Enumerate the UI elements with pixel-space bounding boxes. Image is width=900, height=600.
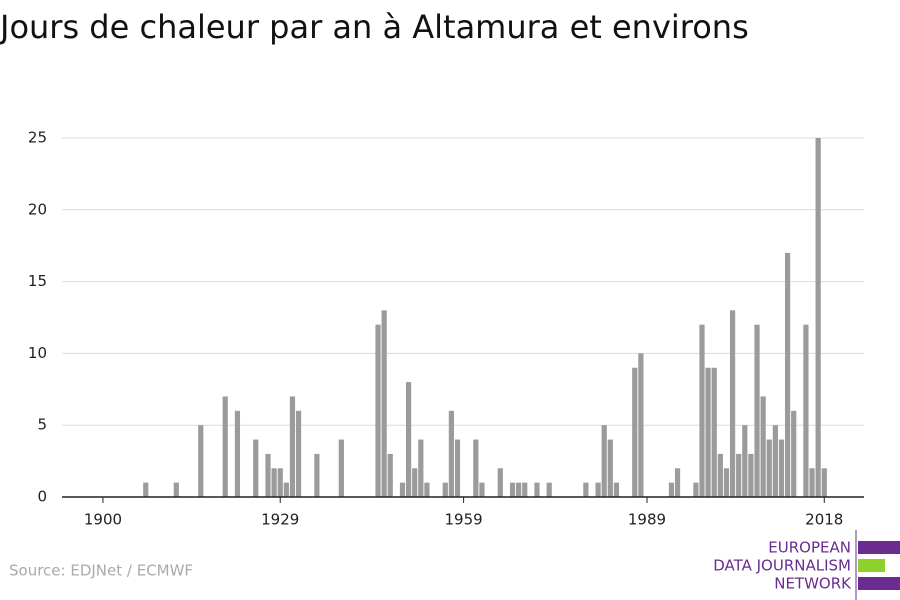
y-tick-label: 15 xyxy=(28,272,47,290)
logo-text: NETWORK xyxy=(774,575,852,593)
y-tick-label: 25 xyxy=(28,129,47,147)
bar xyxy=(736,453,742,497)
bar xyxy=(497,468,503,497)
bar xyxy=(271,468,277,497)
bar xyxy=(198,425,204,497)
bar xyxy=(632,367,638,497)
y-tick-label: 20 xyxy=(28,200,47,218)
bar xyxy=(772,425,778,497)
bar xyxy=(448,410,454,497)
bar xyxy=(601,425,607,497)
bar xyxy=(289,396,296,497)
bar xyxy=(546,482,552,497)
bar xyxy=(821,468,827,497)
bar xyxy=(583,482,589,497)
bar xyxy=(754,324,760,497)
bar xyxy=(717,453,723,497)
bar xyxy=(729,310,736,497)
bar xyxy=(277,468,283,497)
x-tick-label: 2018 xyxy=(805,511,843,529)
source: Source: EDJNet / ECMWF xyxy=(9,562,193,580)
bar xyxy=(454,439,461,497)
bar xyxy=(442,482,448,497)
bar xyxy=(784,252,791,497)
bar xyxy=(595,482,601,497)
y-tick-label: 0 xyxy=(37,488,47,506)
bar xyxy=(381,310,387,497)
logo: EUROPEAN DATA JOURNALISM NETWORK xyxy=(713,530,900,600)
x-tick-label: 1929 xyxy=(261,511,299,529)
logo-bar xyxy=(858,577,900,590)
bar xyxy=(412,468,418,497)
bar xyxy=(742,425,748,497)
bar xyxy=(791,410,797,497)
bar xyxy=(222,396,228,497)
bar xyxy=(723,468,730,497)
bar xyxy=(803,324,809,497)
x-tick-label: 1959 xyxy=(445,511,483,529)
bar xyxy=(760,396,766,497)
bar xyxy=(405,382,412,497)
bar xyxy=(638,353,644,497)
y-tick-label: 10 xyxy=(28,344,47,362)
bar xyxy=(338,439,344,497)
bar xyxy=(748,453,754,497)
bar xyxy=(387,453,393,497)
bar xyxy=(424,482,430,497)
bar xyxy=(314,453,320,497)
bar xyxy=(711,367,717,497)
bar xyxy=(173,482,179,497)
bar xyxy=(253,439,259,497)
bar xyxy=(668,482,675,497)
bar xyxy=(399,482,406,497)
logo-text: EUROPEAN xyxy=(768,539,851,557)
bar xyxy=(674,468,681,497)
y-tick-label: 5 xyxy=(37,416,47,434)
logo-text: DATA JOURNALISM xyxy=(713,557,851,575)
bar xyxy=(375,324,381,497)
bar xyxy=(613,482,620,497)
bar xyxy=(265,453,271,497)
bar xyxy=(473,439,479,497)
logo-bar xyxy=(858,559,885,572)
bar xyxy=(607,439,613,497)
chart-title: Jours de chaleur par an à Altamura et en… xyxy=(0,8,749,46)
bar xyxy=(516,482,522,497)
bar xyxy=(705,367,711,497)
bar xyxy=(809,468,815,497)
bar xyxy=(522,482,528,497)
logo-bar xyxy=(858,541,900,554)
bar xyxy=(143,482,149,497)
x-tick-label: 1900 xyxy=(84,511,122,529)
bar xyxy=(479,482,485,497)
bar xyxy=(295,410,302,497)
bar xyxy=(418,439,424,497)
bar xyxy=(693,482,699,497)
bar xyxy=(778,439,785,497)
bar xyxy=(699,324,705,497)
x-tick-label: 1989 xyxy=(628,511,666,529)
bar xyxy=(283,482,289,497)
bar xyxy=(509,482,516,497)
bar xyxy=(815,138,821,497)
bar xyxy=(534,482,540,497)
bar xyxy=(766,439,772,497)
bar xyxy=(234,410,241,497)
